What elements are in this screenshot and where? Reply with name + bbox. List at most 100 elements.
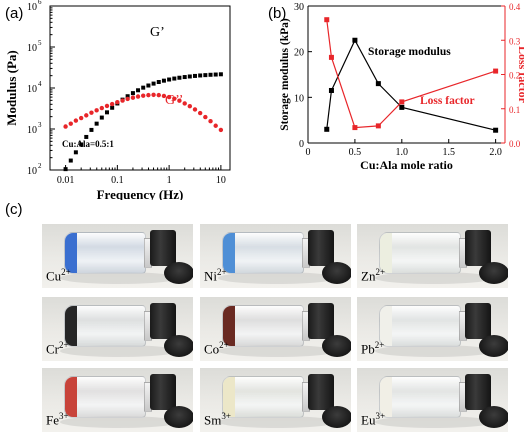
x-tick-label-b: 0 (306, 147, 311, 158)
data-point-gdoubleprime (73, 118, 79, 123)
vial-lid (479, 262, 508, 284)
data-point-gprime (172, 76, 177, 81)
data-point-gprime (141, 85, 146, 90)
y-tick-label-a: 10 (27, 125, 37, 136)
vial-photo-pb: Pb2+ (357, 297, 508, 361)
vial-lid (322, 262, 351, 284)
x-tick-label-b: 1.0 (396, 147, 409, 158)
data-point-gdoubleprime (109, 101, 115, 107)
y2-tick-label-b: 0.4 (509, 2, 521, 12)
y-axis-label-a: Modulus (Pa) (4, 50, 19, 125)
series-label-gprime: G’ (150, 25, 165, 40)
y-tick-label-a: 10 (27, 84, 37, 95)
gel-sample (223, 306, 235, 346)
data-point-loss-factor (375, 123, 381, 129)
data-point-gprime (218, 72, 223, 77)
vial-cap (465, 230, 491, 266)
data-point-gprime (94, 121, 99, 126)
y2-tick-label-b: 0.0 (509, 139, 521, 149)
ion-charge: 3+ (59, 410, 69, 421)
series-label-storage-modulus: Storage modulus (368, 46, 451, 58)
vial-photo-cu: Cu2+ (42, 224, 193, 288)
ion-symbol: Cr (46, 341, 59, 356)
data-point-storage-modulus (399, 104, 405, 110)
data-point-gdoubleprime (172, 96, 177, 101)
data-point-gdoubleprime (135, 94, 141, 99)
y2-tick-label-b: 0.2 (509, 71, 520, 81)
x-tick-label-a: 0.1 (111, 175, 124, 186)
vial-cap (150, 230, 176, 266)
data-point-gprime (89, 127, 94, 132)
vial-shadow (60, 345, 178, 357)
ion-symbol: Eu (361, 412, 376, 427)
data-point-gdoubleprime (99, 105, 105, 111)
y-tick-exponent-a: 4 (38, 80, 42, 88)
gel-sample (380, 377, 392, 417)
data-point-loss-factor (324, 17, 330, 23)
x-tick-label-b: 1.5 (442, 147, 455, 158)
data-point-gprime (203, 73, 208, 78)
data-point-gprime (161, 78, 166, 83)
series-line-loss-factor (326, 19, 496, 129)
vial-photo-eu: Eu3+ (357, 368, 508, 432)
data-point-loss-factor (399, 99, 405, 105)
vial-body (64, 376, 146, 418)
data-point-gdoubleprime (89, 110, 94, 115)
data-point-gprime (151, 81, 156, 86)
y-tick-label-b: 10 (294, 93, 304, 104)
data-point-gprime (125, 94, 130, 99)
data-point-gdoubleprime (115, 100, 120, 105)
data-point-gprime (208, 72, 213, 77)
ion-label: Pb2+ (361, 340, 384, 357)
data-point-storage-modulus (324, 126, 330, 132)
data-point-storage-modulus (493, 127, 499, 133)
ion-label: Zn2+ (361, 267, 385, 284)
vial-body (379, 232, 461, 274)
y-axis-label-b: Storage modulus (kPa) (279, 18, 291, 131)
ion-label: Eu3+ (361, 411, 385, 428)
gel-sample (65, 233, 77, 273)
vial-shadow (375, 345, 493, 357)
series-label-loss-factor: Loss factor (420, 95, 475, 107)
ion-symbol: Fe (46, 412, 59, 427)
data-point-gprime (182, 75, 187, 80)
gel-sample (380, 306, 392, 346)
gel-sample (223, 233, 235, 273)
data-point-gdoubleprime (125, 96, 130, 102)
y-tick-label-a: 10 (27, 2, 37, 13)
data-point-gdoubleprime (218, 127, 224, 133)
ion-label: Sm3+ (204, 411, 231, 428)
vial-cap (150, 374, 176, 410)
ion-symbol: Sm (204, 412, 222, 427)
data-point-storage-modulus (328, 87, 334, 93)
ion-charge: 2+ (61, 266, 71, 277)
vial-cap (308, 303, 334, 339)
y-tick-label-b: 30 (294, 2, 304, 13)
ion-label: Fe3+ (46, 411, 69, 428)
data-point-gprime (110, 105, 115, 110)
data-point-gdoubleprime (141, 93, 146, 98)
ion-label: Cu2+ (46, 267, 71, 284)
annotation-ratio: Cu:Ala=0.5:1 (62, 139, 114, 149)
vial-photo-fe: Fe3+ (42, 368, 193, 432)
ion-charge: 3+ (375, 410, 386, 421)
x-tick-label-a: 0.01 (57, 175, 75, 186)
x-tick-label-b: 0.5 (349, 147, 362, 158)
data-point-gdoubleprime (151, 92, 156, 98)
y-tick-label-b: 20 (294, 48, 304, 59)
y-tick-exponent-a: 5 (38, 39, 42, 47)
data-point-gdoubleprime (203, 114, 208, 120)
gel-sample (65, 306, 77, 346)
vial-photo-zn: Zn2+ (357, 224, 508, 288)
ion-charge: 3+ (221, 410, 231, 421)
series-label-gdoubleprime: G’’ (165, 93, 183, 108)
data-point-gdoubleprime (84, 113, 89, 118)
vial-body (379, 305, 461, 347)
data-point-gprime (146, 83, 151, 88)
y-tick-label-a: 10 (27, 166, 37, 177)
vial-lid (322, 335, 351, 357)
x-tick-label-a: 1 (167, 175, 172, 186)
data-point-storage-modulus (352, 37, 358, 43)
vial-lid (322, 406, 351, 428)
vial-body (222, 232, 304, 274)
